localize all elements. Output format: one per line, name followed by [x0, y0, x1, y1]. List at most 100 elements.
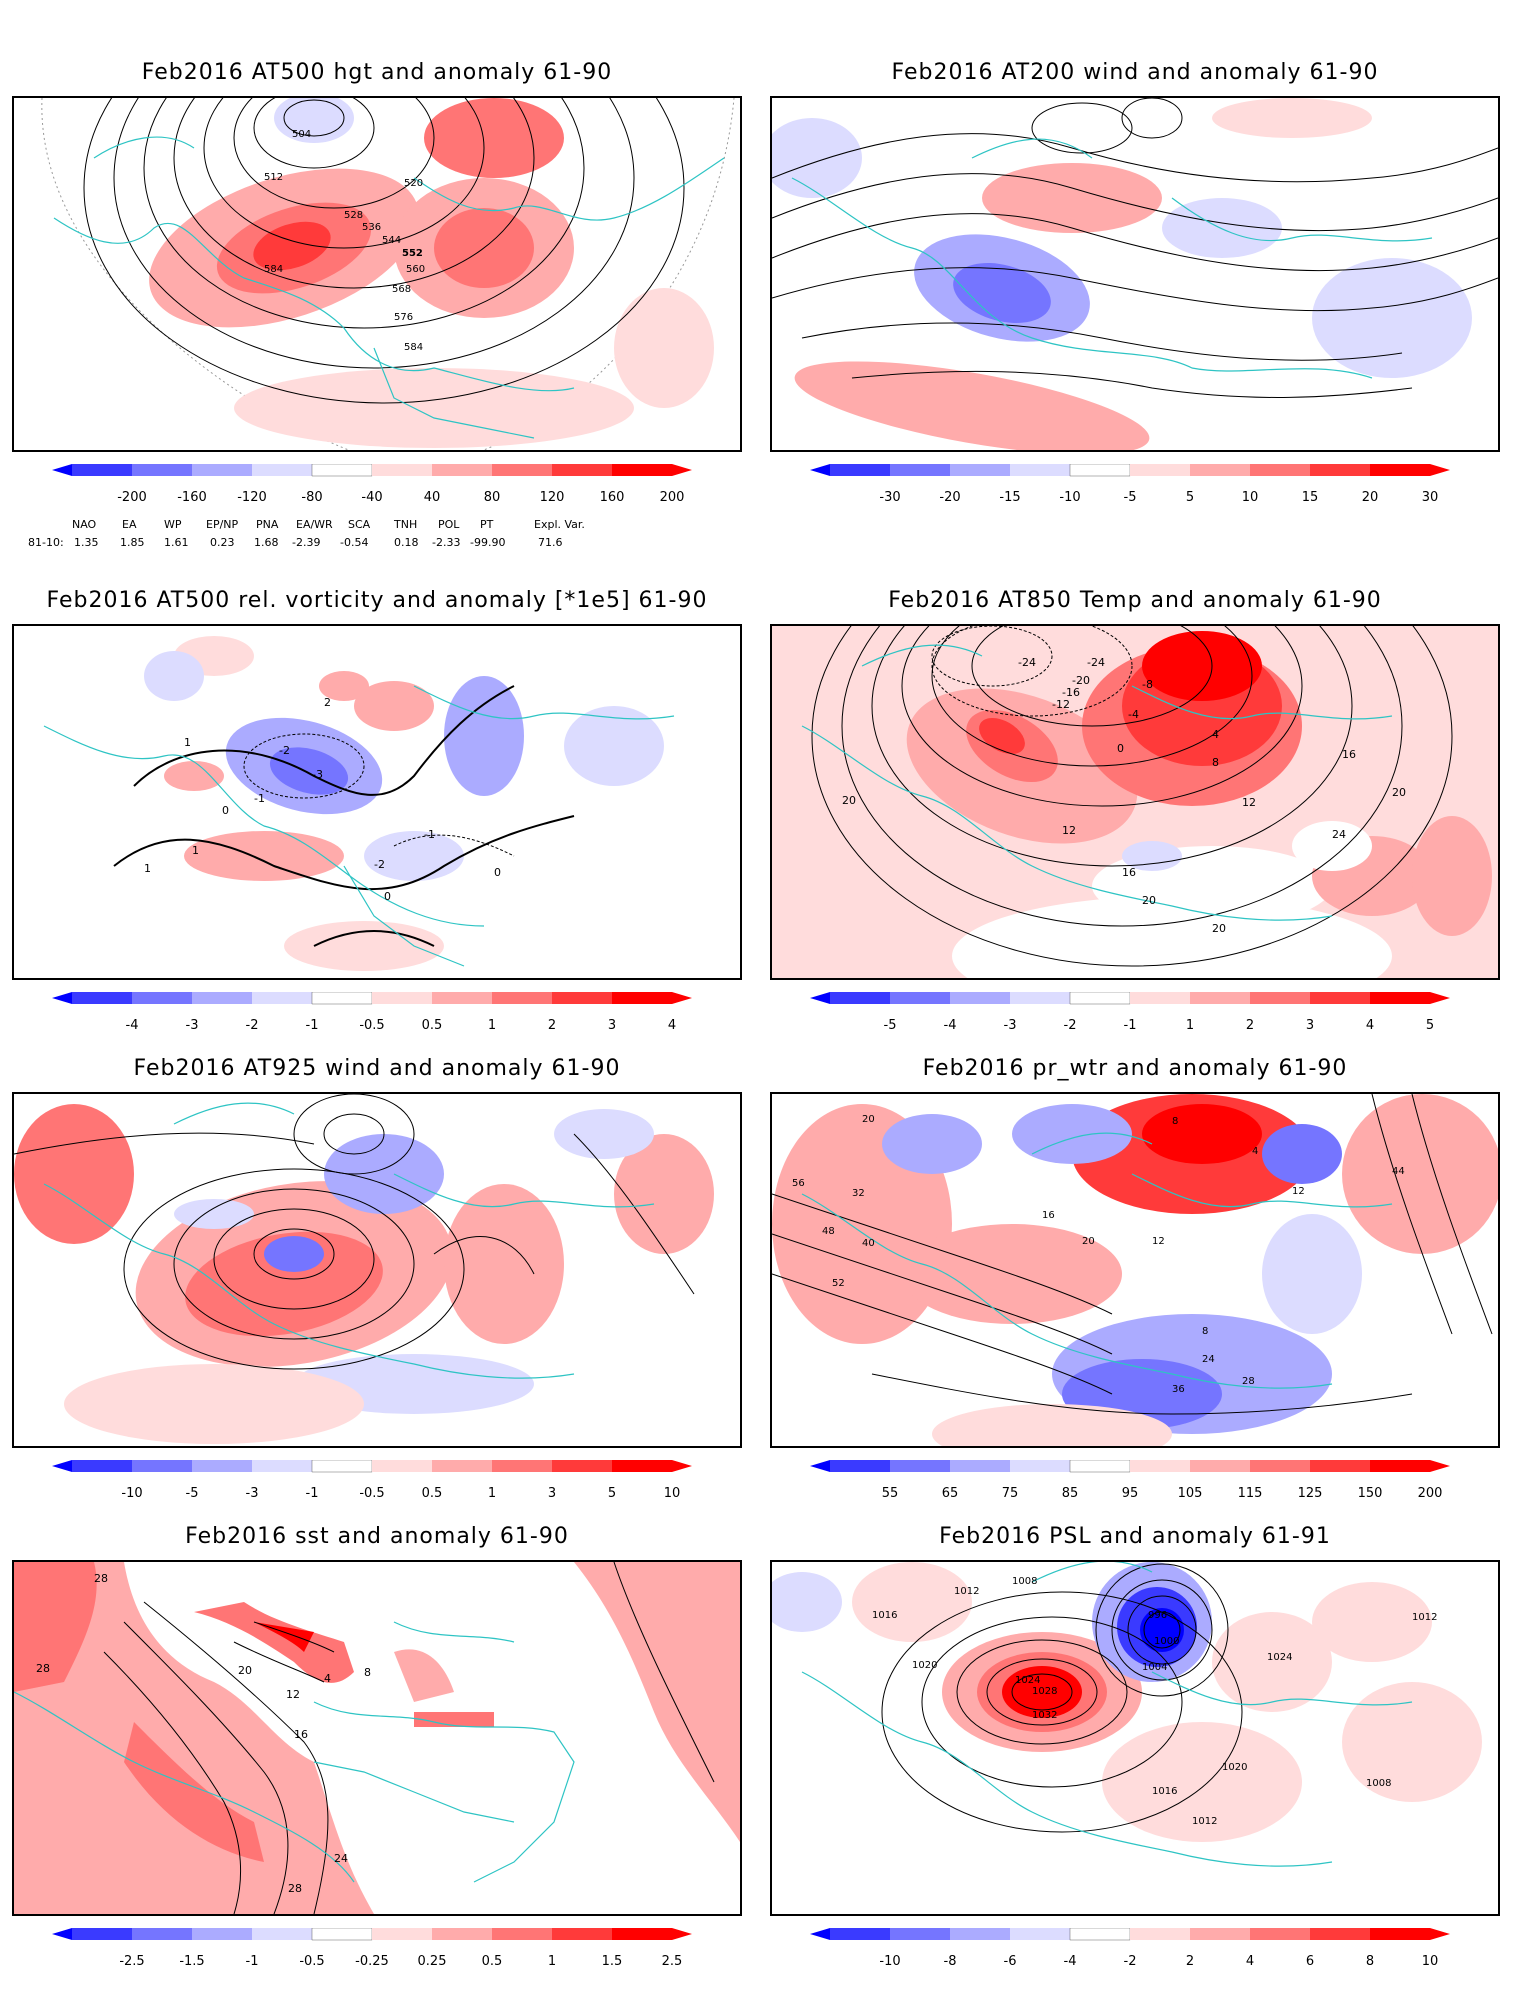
- contour-label: 584: [264, 264, 283, 275]
- colorbar-tick: 20: [1361, 490, 1379, 505]
- colorbar-tick: 8: [1365, 1954, 1375, 1969]
- panel-title: Feb2016 PSL and anomaly 61-91: [939, 1524, 1331, 1549]
- colorbar-tick: -4: [125, 1018, 139, 1033]
- colorbar-tick: -1: [305, 1486, 319, 1501]
- index-header: TNH: [394, 518, 418, 531]
- colorbar-tick: 2: [1245, 1018, 1255, 1033]
- contour-label: 8: [1212, 756, 1219, 769]
- colorbar-tick: 10: [663, 1486, 681, 1501]
- contour-label: -3: [312, 768, 323, 781]
- colorbar-tick: 2.5: [661, 1954, 683, 1969]
- contour-label: 20: [862, 1114, 875, 1125]
- contour-label: 4: [324, 1672, 331, 1685]
- index-header: Expl. Var.: [534, 518, 585, 531]
- contour-label: -12: [1052, 698, 1070, 711]
- index-value: 0.23: [210, 536, 235, 549]
- contour-label: 1012: [1192, 1816, 1217, 1827]
- contour-label: 576: [394, 312, 413, 323]
- colorbar-labels: 55 65 75 85 95 105 115 125 150 200: [810, 1486, 1450, 1506]
- contour-label: 4: [1212, 728, 1219, 741]
- contour-label: 1032: [1032, 1710, 1057, 1721]
- map-plot: 20 8 4 12 16 20 12 8 24 36 32 40 44 48 5…: [772, 1094, 1498, 1446]
- colorbar-tick: 1: [1185, 1018, 1195, 1033]
- contour-label: 12: [1062, 824, 1076, 837]
- contour-label: 1012: [954, 1586, 979, 1597]
- index-value: 1.68: [254, 536, 279, 549]
- contour-label: 12: [1152, 1236, 1165, 1247]
- colorbar-labels: -10 -5 -3 -1 -0.5 0.5 1 3 5 10: [52, 1486, 692, 1506]
- colorbar-tick: -0.25: [355, 1954, 389, 1969]
- colorbar-labels: -2.5 -1.5 -1 -0.5 -0.25 0.25 0.5 1 1.5 2…: [52, 1954, 692, 1974]
- colorbar-tick: 105: [1177, 1486, 1203, 1501]
- colorbar: [810, 464, 1450, 477]
- colorbar-tick: 75: [1001, 1486, 1019, 1501]
- contour-label: 8: [1202, 1326, 1208, 1337]
- contour-label: 24: [334, 1852, 348, 1865]
- index-value: -0.54: [340, 536, 369, 549]
- colorbar-tick: 4: [667, 1018, 677, 1033]
- contour-label: 36: [1172, 1384, 1185, 1395]
- colorbar-tick: -30: [879, 490, 901, 505]
- colorbar-labels: -10 -8 -6 -4 -2 2 4 6 8 10: [810, 1954, 1450, 1974]
- contour-label: 552: [402, 248, 423, 259]
- colorbar-tick: 160: [599, 490, 625, 505]
- contour-label: 568: [392, 284, 411, 295]
- index-value: -2.33: [432, 536, 461, 549]
- contour-label: 512: [264, 172, 283, 183]
- index-header: NAO: [72, 518, 97, 531]
- map-frame: 20 8 4 12 16 20 12 8 24 36 32 40 44 48 5…: [770, 1092, 1500, 1448]
- teleconnection-indices: NAO EA WP EP/NP PNA EA/WR SCA TNH POL PT…: [28, 518, 734, 554]
- colorbar: [810, 992, 1450, 1005]
- colorbar-tick: -160: [177, 490, 207, 505]
- contour-label: 1024: [1267, 1652, 1292, 1663]
- contour-label: 528: [344, 210, 363, 221]
- contour-label: 8: [1172, 1116, 1178, 1127]
- colorbar-tick: 4: [1245, 1954, 1255, 1969]
- index-value: 0.18: [394, 536, 419, 549]
- colorbar-tick: 2: [1185, 1954, 1195, 1969]
- contour-label: -20: [1072, 674, 1090, 687]
- contour-label: 56: [792, 1178, 805, 1189]
- colorbar-tick: 2: [547, 1018, 557, 1033]
- contour-label: -1: [254, 792, 265, 805]
- colorbar-tick: 10: [1241, 490, 1259, 505]
- contour-label: 28: [36, 1662, 50, 1675]
- contour-label: 32: [852, 1188, 865, 1199]
- map-plot: -24 -24 -20 -16 -12 -8 -4 0 4 8 12 12 16…: [772, 626, 1498, 978]
- contour-label: 28: [94, 1572, 108, 1585]
- colorbar-tick: 125: [1297, 1486, 1323, 1501]
- contour-label: 16: [1122, 866, 1136, 879]
- colorbar-tick: -0.5: [359, 1486, 385, 1501]
- colorbar-labels: -30 -20 -15 -10 -5 5 10 15 20 30: [810, 490, 1450, 510]
- contour-label: 16: [294, 1728, 308, 1741]
- colorbar-tick: 115: [1237, 1486, 1263, 1501]
- colorbar-tick: 3: [607, 1018, 617, 1033]
- colorbar-tick: 200: [1417, 1486, 1443, 1501]
- contour-label: -16: [1062, 686, 1080, 699]
- contour-label: 20: [238, 1664, 252, 1677]
- contour-label: 1: [144, 862, 151, 875]
- colorbar-tick: 5: [1425, 1018, 1435, 1033]
- colorbar-tick: 0.5: [421, 1486, 443, 1501]
- colorbar: [810, 1928, 1450, 1941]
- index-header: EP/NP: [206, 518, 239, 531]
- contour-label: 40: [862, 1238, 875, 1249]
- contour-label: 8: [364, 1666, 371, 1679]
- map-plot: [14, 1094, 714, 1444]
- colorbar-tick: -1: [1123, 1018, 1137, 1033]
- contour-label: 12: [286, 1688, 300, 1701]
- colorbar: [810, 1460, 1450, 1473]
- contour-label: -24: [1018, 656, 1036, 669]
- colorbar-tick: 4: [1365, 1018, 1375, 1033]
- contour-label: -24: [1087, 656, 1105, 669]
- contour-label: 536: [362, 222, 381, 233]
- colorbar-labels: -4 -3 -2 -1 -0.5 0.5 1 2 3 4: [52, 1018, 692, 1038]
- colorbar-tick: -1: [305, 1018, 319, 1033]
- colorbar-tick: -10: [879, 1954, 901, 1969]
- colorbar-tick: -5: [1123, 490, 1137, 505]
- colorbar-tick: 10: [1421, 1954, 1439, 1969]
- contour-label: 560: [406, 264, 425, 275]
- contour-label: 1028: [1032, 1686, 1057, 1697]
- contour-label: -4: [1128, 708, 1139, 721]
- contour-label: 1020: [1222, 1762, 1247, 1773]
